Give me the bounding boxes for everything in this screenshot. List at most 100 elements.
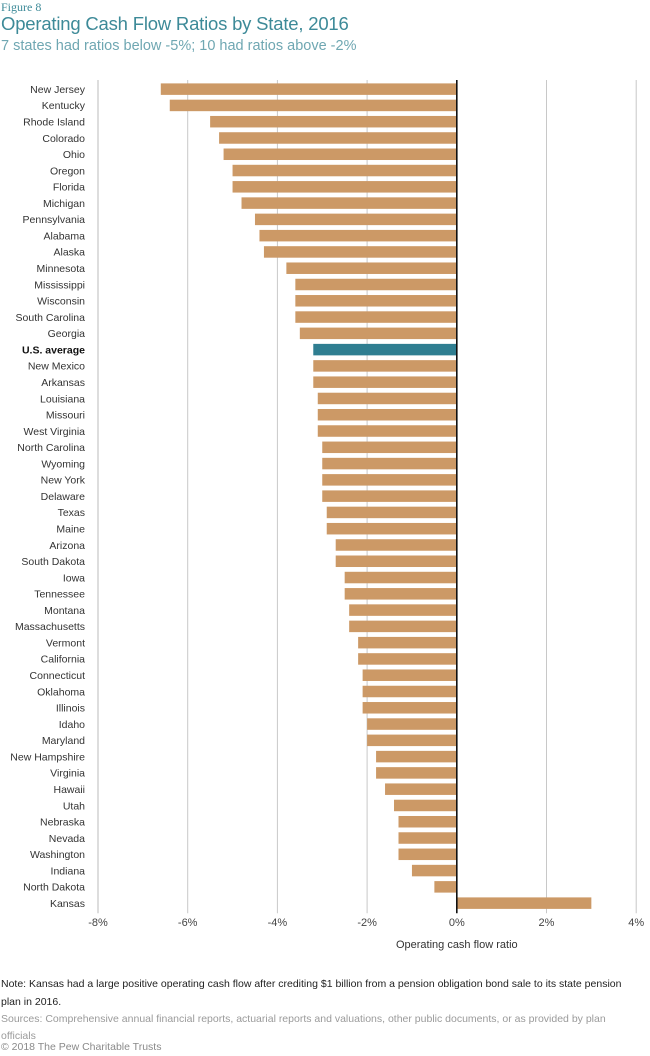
category-label: North Carolina <box>17 442 85 454</box>
category-label: Illinois <box>56 703 85 715</box>
category-label: Alaska <box>53 247 85 259</box>
x-tick-labels: -8% -6% -4% -2% 0% 2% 4% <box>88 917 644 929</box>
category-label: Maine <box>56 524 85 536</box>
category-label: Oklahoma <box>37 686 85 698</box>
category-label: Washington <box>30 849 85 861</box>
bar <box>398 832 457 844</box>
category-label: New Mexico <box>28 361 85 373</box>
bar <box>322 474 457 486</box>
bar <box>254 213 457 226</box>
chart-title: Operating Cash Flow Ratios by State, 201… <box>1 13 349 34</box>
bar <box>263 246 457 258</box>
category-label: Hawaii <box>53 784 85 796</box>
category-label: West Virginia <box>24 426 86 438</box>
category-label: Utah <box>63 800 85 812</box>
bar <box>335 555 457 568</box>
bar <box>335 539 457 551</box>
category-label: Massachusetts <box>15 621 85 633</box>
category-label: Mississippi <box>34 279 85 291</box>
sources-text: Sources: Comprehensive annual financial … <box>1 1013 606 1042</box>
category-label: Tennessee <box>34 589 85 601</box>
x-tick-label: -6% <box>178 917 198 929</box>
bars <box>160 83 592 909</box>
figure-label: Figure 8 <box>1 0 42 14</box>
x-axis-title: Operating cash flow ratio <box>396 939 518 951</box>
bar <box>160 83 457 95</box>
category-label: Colorado <box>42 133 85 145</box>
category-label: Florida <box>53 182 85 194</box>
category-label: Oregon <box>50 165 85 177</box>
bar <box>232 181 457 193</box>
bar <box>322 441 457 454</box>
bar <box>286 262 457 274</box>
category-label: Idaho <box>59 719 85 731</box>
bar <box>232 164 457 177</box>
bar <box>313 360 457 372</box>
category-label: Connecticut <box>30 670 86 682</box>
category-label: Maryland <box>42 735 85 747</box>
bar <box>241 197 457 209</box>
category-labels: New Jersey Kentucky Rhode Island Colorado Oh… <box>10 84 85 910</box>
bar <box>456 897 592 909</box>
bar <box>299 327 457 340</box>
category-label: Nevada <box>49 833 85 845</box>
category-label: Texas <box>58 507 85 519</box>
category-label: North Dakota <box>23 882 85 894</box>
bar <box>385 783 457 795</box>
chart-subtitle: 7 states had ratios below -5%; 10 had ra… <box>1 38 357 54</box>
bar <box>219 132 457 144</box>
x-tick-label: -4% <box>268 917 288 929</box>
x-tick-label: 4% <box>628 917 644 929</box>
x-tick-label: -8% <box>88 917 108 929</box>
category-label: Indiana <box>51 865 86 877</box>
category-label: Vermont <box>46 637 85 649</box>
x-tick-label: -2% <box>357 917 377 929</box>
bar <box>344 588 457 600</box>
category-label: New Hampshire <box>10 751 85 763</box>
category-label: U.S. average <box>22 344 85 356</box>
bar <box>349 604 457 616</box>
category-label: California <box>41 654 86 666</box>
bar <box>398 848 457 861</box>
bar <box>376 750 457 763</box>
category-label: Georgia <box>48 328 86 340</box>
note-text: Note: Kansas had a large positive operat… <box>1 978 622 1008</box>
category-label: Wyoming <box>41 458 85 470</box>
category-label: Kentucky <box>42 100 86 112</box>
category-label: Montana <box>44 605 85 617</box>
category-label: Iowa <box>63 572 85 584</box>
bar <box>434 881 457 893</box>
category-label: Arizona <box>49 540 85 552</box>
bar <box>313 376 457 388</box>
category-label: Virginia <box>50 768 85 780</box>
category-label: New York <box>41 475 86 487</box>
bar <box>295 311 457 323</box>
bar <box>259 229 457 242</box>
copyright-text: © 2018 The Pew Charitable Trusts <box>1 1041 162 1053</box>
bar <box>317 392 457 405</box>
bar <box>326 506 457 519</box>
bar <box>358 636 457 649</box>
bar <box>295 278 457 291</box>
bar <box>349 620 457 633</box>
bar <box>317 408 457 421</box>
category-label: Alabama <box>44 230 86 242</box>
bar <box>295 295 457 307</box>
bar <box>210 115 457 128</box>
category-label: Arkansas <box>41 377 85 389</box>
category-label: Nebraska <box>40 817 85 829</box>
x-tick-label: 2% <box>539 917 555 929</box>
bar <box>398 815 457 828</box>
bar <box>317 425 457 437</box>
category-label: South Dakota <box>21 556 85 568</box>
category-label: Missouri <box>46 410 85 422</box>
category-label: Delaware <box>41 491 86 503</box>
bar <box>362 669 457 681</box>
category-label: Pennsylvania <box>23 214 86 226</box>
bar <box>362 702 457 714</box>
category-label: Michigan <box>43 198 85 210</box>
bar <box>169 99 457 112</box>
bar <box>223 148 457 161</box>
bar <box>367 734 457 747</box>
x-tick-label: 0% <box>449 917 465 929</box>
